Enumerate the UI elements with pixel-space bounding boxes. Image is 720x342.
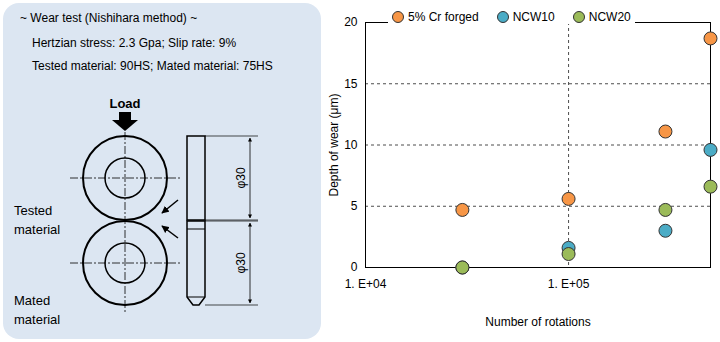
svg-text:20: 20 (344, 15, 358, 29)
svg-text:φ30: φ30 (234, 167, 248, 188)
svg-text:φ30: φ30 (234, 252, 248, 273)
svg-text:Tested material: 90HS; Mated m: Tested material: 90HS; Mated material: 7… (32, 59, 273, 73)
svg-text:10: 10 (344, 138, 358, 152)
svg-text:Load: Load (109, 96, 140, 111)
svg-text:~ Wear test (Nishihara method): ~ Wear test (Nishihara method) ~ (20, 11, 197, 25)
svg-text:Depth of wear (μm): Depth of wear (μm) (327, 94, 341, 197)
html-text:NCW20: NCW20 (588, 10, 631, 24)
svg-text:Mated: Mated (14, 293, 50, 308)
svg-text:material: material (14, 312, 60, 327)
svg-text:Tested: Tested (14, 203, 52, 218)
html-text:NCW10: NCW10 (512, 10, 555, 24)
html-text:5% Cr forged: 5% Cr forged (408, 10, 479, 24)
svg-text:1. E+05: 1. E+05 (548, 277, 590, 291)
svg-text:material: material (14, 222, 60, 237)
svg-text:5: 5 (351, 199, 358, 213)
svg-text:Number of rotations: Number of rotations (485, 315, 590, 329)
svg-text:Hertzian stress: 2.3 Gpa; Slip: Hertzian stress: 2.3 Gpa; Slip rate: 9% (32, 36, 236, 50)
svg-text:15: 15 (344, 77, 358, 91)
svg-text:1. E+04: 1. E+04 (345, 277, 387, 291)
svg-text:0: 0 (351, 260, 358, 274)
